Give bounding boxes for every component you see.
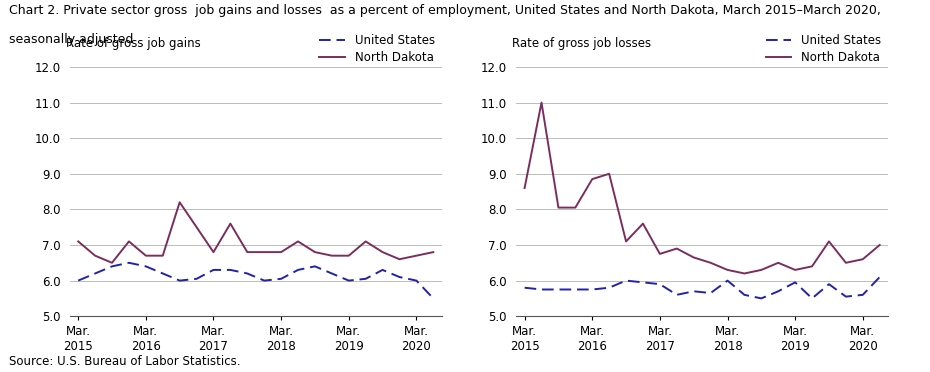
Text: Rate of gross job losses: Rate of gross job losses — [512, 37, 652, 50]
Text: Chart 2. Private sector gross  job gains and losses  as a percent of employment,: Chart 2. Private sector gross job gains … — [9, 4, 881, 17]
Text: Source: U.S. Bureau of Labor Statistics.: Source: U.S. Bureau of Labor Statistics. — [9, 355, 241, 368]
Legend: United States, North Dakota: United States, North Dakota — [314, 29, 439, 68]
Legend: United States, North Dakota: United States, North Dakota — [761, 29, 885, 68]
Text: Rate of gross job gains: Rate of gross job gains — [66, 37, 201, 50]
Text: seasonally adjusted: seasonally adjusted — [9, 33, 134, 46]
